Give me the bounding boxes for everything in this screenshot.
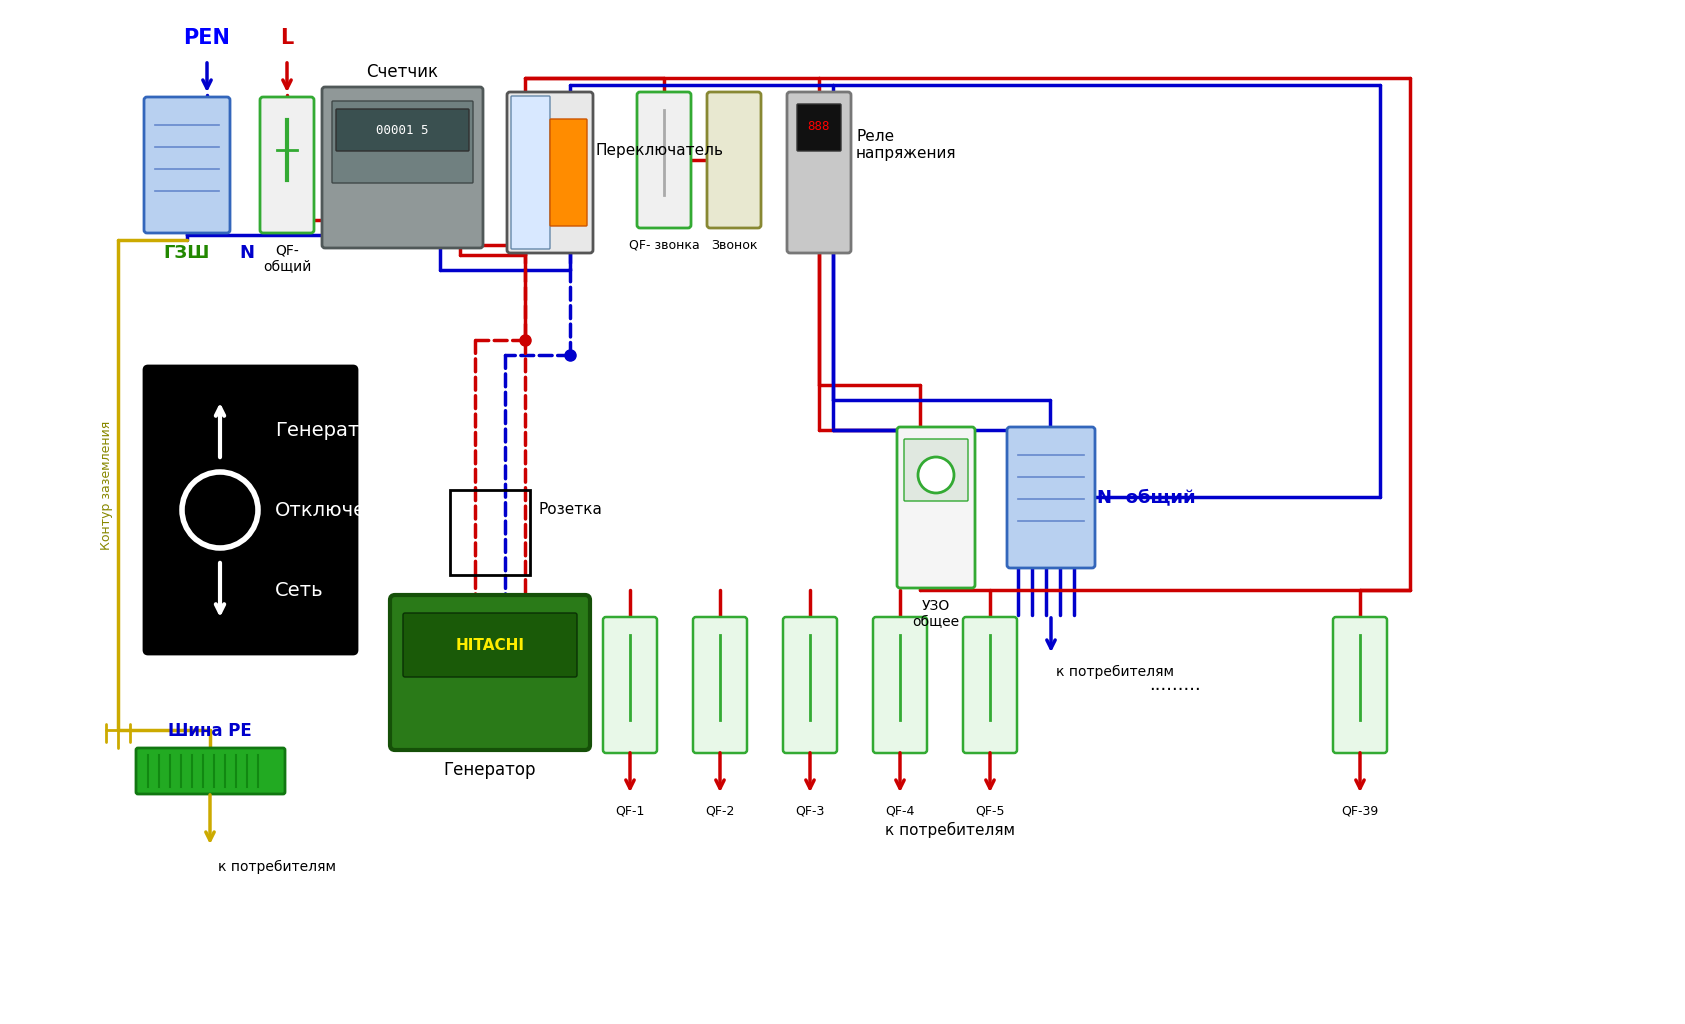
Text: .........: ......... [1149, 676, 1201, 694]
Text: Звонок: Звонок [711, 239, 757, 252]
FancyBboxPatch shape [335, 109, 468, 151]
Text: к потребителям: к потребителям [885, 822, 1014, 838]
FancyBboxPatch shape [259, 97, 313, 233]
Text: к потребителям: к потребителям [217, 860, 335, 874]
FancyBboxPatch shape [1333, 617, 1387, 753]
Text: N- общий: N- общий [1097, 488, 1196, 506]
Text: Реле
напряжения: Реле напряжения [856, 129, 957, 161]
Text: 888: 888 [807, 121, 831, 133]
Circle shape [918, 457, 954, 493]
FancyBboxPatch shape [903, 439, 967, 501]
FancyBboxPatch shape [143, 97, 229, 233]
Text: QF- звонка: QF- звонка [629, 239, 699, 252]
Text: L: L [280, 28, 293, 48]
Text: Шина PE: Шина PE [168, 722, 251, 740]
FancyBboxPatch shape [637, 92, 691, 228]
Text: PEN: PEN [184, 28, 231, 48]
Text: N: N [239, 244, 254, 262]
Text: Счетчик: Счетчик [367, 63, 438, 81]
Bar [450, 490, 531, 575]
Text: Генератор: Генератор [275, 421, 384, 439]
Text: QF-39: QF-39 [1341, 805, 1378, 818]
FancyBboxPatch shape [136, 748, 285, 794]
FancyBboxPatch shape [1008, 427, 1095, 568]
Text: Розетка: Розетка [538, 503, 602, 517]
Text: ГЗШ: ГЗШ [163, 244, 211, 262]
FancyBboxPatch shape [143, 366, 357, 654]
Text: 00001 5: 00001 5 [376, 124, 428, 136]
Text: QF-
общий: QF- общий [263, 244, 312, 274]
Text: Сеть: Сеть [275, 581, 324, 599]
FancyBboxPatch shape [403, 613, 576, 677]
FancyBboxPatch shape [896, 427, 976, 588]
Text: Переключатель: Переключатель [595, 142, 723, 158]
FancyBboxPatch shape [549, 119, 586, 226]
FancyBboxPatch shape [603, 617, 657, 753]
Text: QF-5: QF-5 [976, 805, 1004, 818]
FancyBboxPatch shape [787, 92, 851, 253]
Text: к потребителям: к потребителям [1056, 665, 1174, 679]
FancyBboxPatch shape [784, 617, 837, 753]
FancyBboxPatch shape [322, 87, 484, 248]
FancyBboxPatch shape [511, 96, 549, 249]
Text: УЗО
общее: УЗО общее [913, 599, 959, 629]
FancyBboxPatch shape [873, 617, 927, 753]
Text: QF-4: QF-4 [885, 805, 915, 818]
Text: Генератор: Генератор [443, 761, 536, 779]
FancyBboxPatch shape [332, 101, 473, 183]
FancyBboxPatch shape [797, 104, 841, 151]
Text: Отключение: Отключение [275, 501, 403, 519]
Text: HITACHI: HITACHI [455, 638, 524, 652]
FancyBboxPatch shape [507, 92, 593, 253]
FancyBboxPatch shape [389, 595, 590, 750]
FancyBboxPatch shape [964, 617, 1018, 753]
FancyBboxPatch shape [693, 617, 746, 753]
Text: QF-1: QF-1 [615, 805, 645, 818]
Text: QF-2: QF-2 [706, 805, 735, 818]
Text: QF-3: QF-3 [795, 805, 824, 818]
FancyBboxPatch shape [708, 92, 762, 228]
Text: Контур заземления: Контур заземления [99, 421, 113, 550]
